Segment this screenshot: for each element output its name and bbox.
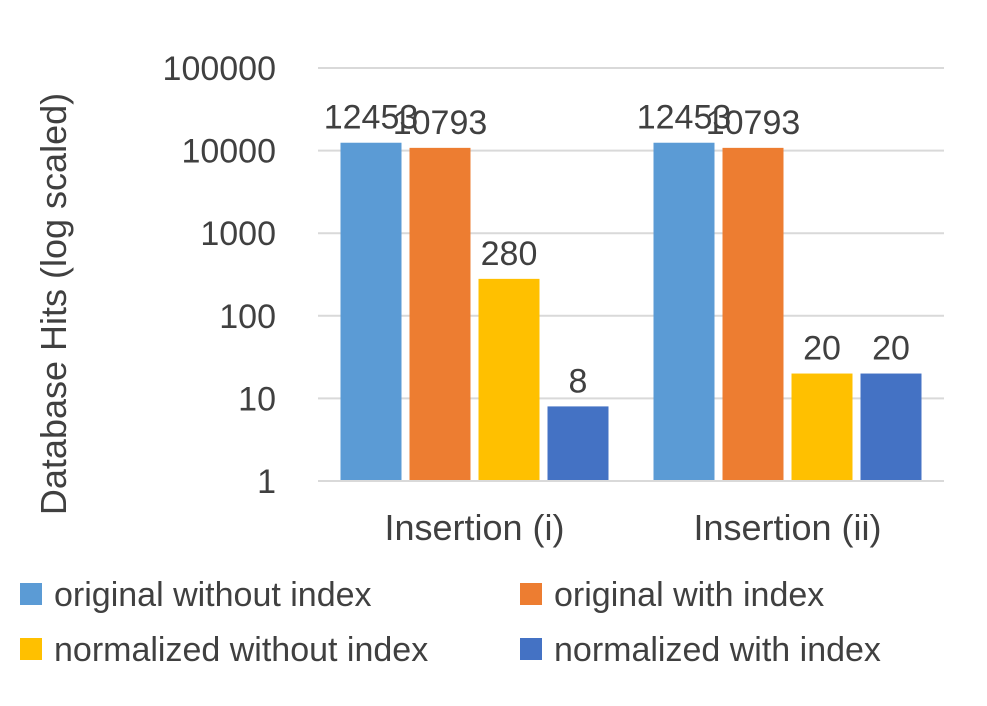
data-label: 20 [872, 330, 910, 368]
y-tick-label: 10 [238, 380, 276, 418]
x-category-label: Insertion (i) [384, 507, 564, 548]
bar [547, 406, 609, 481]
y-tick-label: 10000 [181, 133, 276, 171]
data-label: 12453 [324, 99, 419, 137]
legend-swatch [20, 638, 42, 660]
data-label: 20 [803, 330, 841, 368]
bar [791, 373, 853, 481]
data-label: 10793 [706, 104, 801, 142]
bar [653, 142, 715, 482]
y-axis-label: Database Hits (log scaled) [33, 93, 74, 515]
data-label: 12453 [637, 99, 732, 137]
y-tick-label: 100 [219, 298, 276, 336]
legend-label: original without index [54, 576, 372, 614]
bar [340, 142, 402, 482]
legend-label: original with index [554, 576, 824, 614]
y-tick-label: 100000 [163, 50, 276, 88]
legend-swatch [520, 638, 542, 660]
y-tick-label: 1 [257, 463, 276, 501]
legend: original without index original with inde… [20, 576, 881, 669]
data-label: 8 [569, 362, 588, 400]
legend-swatch [520, 583, 542, 605]
bars [340, 142, 922, 482]
legend-label: normalized without index [54, 631, 428, 669]
bar [409, 147, 471, 481]
axes: 1 10 100 1000 10000 100000 Insertion (i) Insert… [163, 50, 944, 548]
bar [860, 373, 922, 481]
data-label: 10793 [393, 104, 488, 142]
bar [478, 278, 540, 481]
y-tick-label: 1000 [200, 215, 276, 253]
x-category-label: Insertion (ii) [693, 507, 881, 548]
data-label: 280 [481, 235, 538, 273]
bar [722, 147, 784, 481]
legend-swatch [20, 583, 42, 605]
legend-label: normalized with index [554, 631, 881, 669]
